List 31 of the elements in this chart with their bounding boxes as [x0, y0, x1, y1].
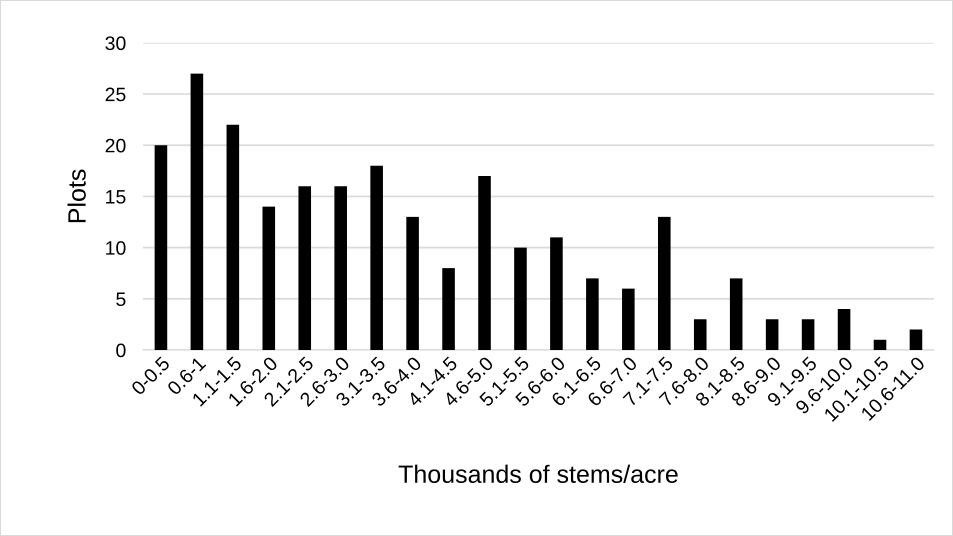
- bar: [730, 278, 742, 350]
- y-tick-label: 0: [116, 343, 126, 358]
- bar: [370, 166, 383, 350]
- bar: [766, 319, 778, 350]
- bar: [190, 74, 204, 350]
- bar: [910, 330, 922, 350]
- y-tick-label: 10: [106, 241, 126, 255]
- bar: [622, 288, 635, 350]
- bar: [298, 186, 312, 350]
- y-tick-label: 5: [116, 292, 126, 306]
- y-axis-title: Plots: [67, 170, 86, 222]
- y-tick-label: 30: [105, 36, 126, 50]
- bar: [658, 216, 671, 350]
- bar: [478, 176, 491, 350]
- y-tick-label: 20: [106, 138, 126, 152]
- bar: [802, 319, 814, 350]
- bar: [262, 206, 276, 350]
- y-tick-label: 15: [106, 190, 126, 204]
- bar: [442, 268, 455, 350]
- bar: [514, 248, 527, 350]
- x-axis-title: Thousands of stems/acre: [398, 464, 678, 484]
- bar: [406, 216, 419, 350]
- bar: [838, 309, 850, 350]
- y-tick-label: 25: [106, 88, 126, 102]
- bar: [154, 145, 168, 350]
- bar: [586, 278, 599, 350]
- bar: [874, 340, 886, 350]
- bar: [550, 237, 563, 350]
- bar: [226, 124, 240, 350]
- bar: [334, 186, 347, 350]
- bar: [694, 319, 707, 350]
